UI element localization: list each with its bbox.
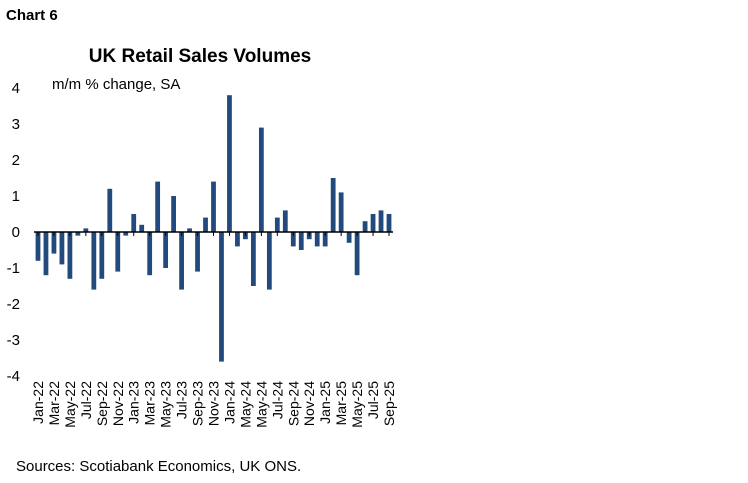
bar: [354, 232, 360, 276]
bar: [115, 232, 121, 272]
bar: [75, 232, 81, 236]
bar: [203, 217, 208, 232]
x-tick-label: Jan-22: [30, 381, 46, 424]
bar: [290, 232, 296, 247]
bar: [378, 210, 384, 232]
bar: [171, 196, 177, 232]
bar: [59, 232, 65, 265]
x-tick-label: Sep-24: [285, 381, 301, 426]
y-tick-label: -2: [7, 296, 20, 313]
bar: [258, 127, 264, 232]
x-tick-label: Jan-25: [317, 381, 333, 424]
y-tick-label: 4: [12, 80, 20, 97]
bar: [139, 224, 145, 232]
bar: [235, 232, 240, 247]
x-tick-label: Sep-23: [190, 381, 206, 426]
x-tick-label: Mar-22: [46, 381, 62, 426]
y-tick-label: 1: [12, 188, 20, 205]
x-tick-label: Jul-22: [78, 381, 94, 419]
bar: [346, 232, 352, 243]
bar: [362, 221, 368, 232]
bar: [322, 232, 328, 247]
y-tick-label: 0: [12, 224, 20, 241]
x-tick-label: Mar-23: [142, 381, 158, 426]
bar: [266, 232, 272, 290]
x-tick-label: Mar-25: [333, 381, 349, 426]
x-tick-label: Jul-23: [174, 381, 190, 419]
bar: [370, 214, 376, 232]
x-tick-label: May-24: [253, 381, 269, 428]
bar: [386, 214, 392, 232]
y-tick-label: -1: [7, 260, 20, 277]
bar: [123, 232, 129, 236]
x-tick-label: Sep-25: [381, 381, 397, 426]
bar: [83, 228, 89, 232]
x-tick-label: Nov-23: [206, 381, 222, 426]
bar: [43, 232, 49, 276]
bar: [227, 95, 232, 232]
bar: [131, 214, 137, 232]
bar: [91, 232, 97, 290]
chart-title: UK Retail Sales Volumes: [89, 46, 311, 67]
bar: [187, 228, 192, 232]
bar: [219, 232, 224, 362]
chart-subtitle: m/m % change, SA: [52, 76, 180, 93]
x-tick-label: Jul-24: [269, 381, 285, 419]
bar: [250, 232, 256, 286]
bar: [67, 232, 73, 279]
chart-number: Chart 6: [6, 7, 58, 24]
x-tick-label: May-24: [237, 381, 253, 428]
y-tick-label: -4: [7, 368, 20, 385]
bar: [314, 232, 320, 247]
x-tick-label: Nov-22: [110, 381, 126, 426]
bar: [211, 181, 216, 232]
x-tick-label: Sep-22: [94, 381, 110, 426]
x-tick-label: Jan-24: [221, 381, 237, 424]
bar: [282, 210, 288, 232]
bar: [195, 232, 200, 272]
y-tick-label: 3: [12, 116, 20, 133]
x-tick-label: Nov-24: [301, 381, 317, 426]
bar: [338, 192, 344, 232]
bar: [179, 232, 184, 290]
bar: [107, 188, 113, 232]
x-tick-label: May-25: [349, 381, 365, 428]
bar: [35, 232, 41, 261]
y-tick-label: 2: [12, 152, 20, 169]
x-tick-label: Jul-25: [365, 381, 381, 419]
bar: [51, 232, 57, 254]
y-tick-label: -3: [7, 332, 20, 349]
bar: [155, 181, 161, 232]
bar: [330, 178, 336, 232]
bar: [163, 232, 169, 268]
bar: [99, 232, 105, 279]
bar: [274, 217, 280, 232]
x-tick-label: May-23: [158, 381, 174, 428]
bar: [298, 232, 304, 250]
bar: [147, 232, 153, 276]
x-tick-label: May-22: [62, 381, 78, 428]
x-tick-label: Jan-23: [126, 381, 142, 424]
source-note: Sources: Scotiabank Economics, UK ONS.: [16, 458, 301, 475]
